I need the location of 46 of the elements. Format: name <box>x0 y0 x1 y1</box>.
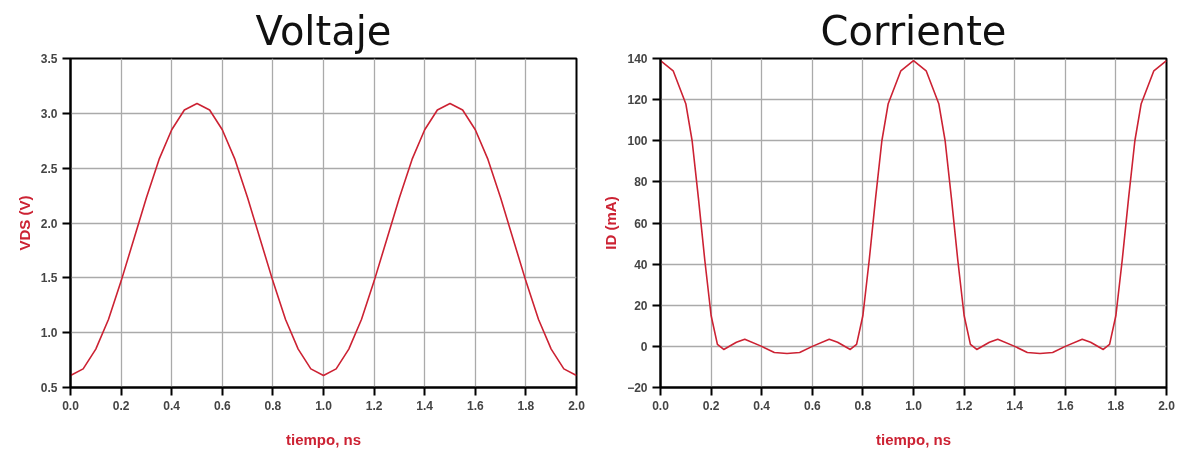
y-tick-label: 40 <box>634 257 648 272</box>
line-series <box>70 102 577 377</box>
y-tick-label: 0 <box>640 339 648 354</box>
x-tick-label: 0.8 <box>854 398 872 413</box>
x-axis-title: tiempo, ns <box>286 430 362 448</box>
y-tick-label: 2.5 <box>40 161 58 176</box>
x-tick-label: 0.0 <box>652 398 670 413</box>
y-tick-label: 20 <box>634 298 648 313</box>
x-tick-label: 1.2 <box>955 398 973 413</box>
x-tick-label: 1.8 <box>517 398 535 413</box>
x-tick-label: 0.2 <box>702 398 720 413</box>
y-tick-label: 2.0 <box>40 216 58 231</box>
x-tick-label: 0.4 <box>163 398 181 413</box>
x-tick-label: 0.2 <box>112 398 130 413</box>
y-tick-label: 3.0 <box>40 106 58 121</box>
x-tick-label: 2.0 <box>1158 398 1176 413</box>
y-tick-label: 60 <box>634 216 648 231</box>
y-axis-title: VDS (V) <box>15 195 33 251</box>
y-tick-label: 1.5 <box>40 271 58 286</box>
y-axis-title: ID (mA) <box>602 196 620 250</box>
x-tick-label: 1.0 <box>905 398 923 413</box>
x-tick-label: 1.4 <box>416 398 434 413</box>
x-tick-label: 1.8 <box>1107 398 1125 413</box>
x-tick-label: 0.8 <box>264 398 282 413</box>
x-tick-label: 1.0 <box>315 398 333 413</box>
x-tick-label: 1.2 <box>365 398 383 413</box>
y-tick-label: 0.5 <box>40 381 58 395</box>
x-axis-title: tiempo, ns <box>876 430 952 448</box>
y-tick-label: 1.0 <box>40 326 58 341</box>
x-tick-label: 0.0 <box>62 398 80 413</box>
x-tick-label: 0.6 <box>213 398 231 413</box>
y-tick-label: 100 <box>627 134 648 149</box>
chart-title: Voltaje <box>255 7 392 54</box>
x-tick-label: 2.0 <box>568 398 586 413</box>
y-tick-label: 3.5 <box>40 52 58 66</box>
x-tick-label: 1.6 <box>466 398 484 413</box>
y-tick-label: 140 <box>627 52 648 66</box>
x-tick-label: 0.6 <box>803 398 821 413</box>
y-tick-label: 120 <box>627 93 648 108</box>
x-tick-label: 0.4 <box>753 398 771 413</box>
y-tick-label: 80 <box>634 175 648 190</box>
y-tick-label: −20 <box>627 381 648 395</box>
line-series <box>660 59 1167 355</box>
x-tick-label: 1.4 <box>1006 398 1024 413</box>
chart-title: Corriente <box>820 7 1007 54</box>
x-tick-label: 1.6 <box>1056 398 1074 413</box>
